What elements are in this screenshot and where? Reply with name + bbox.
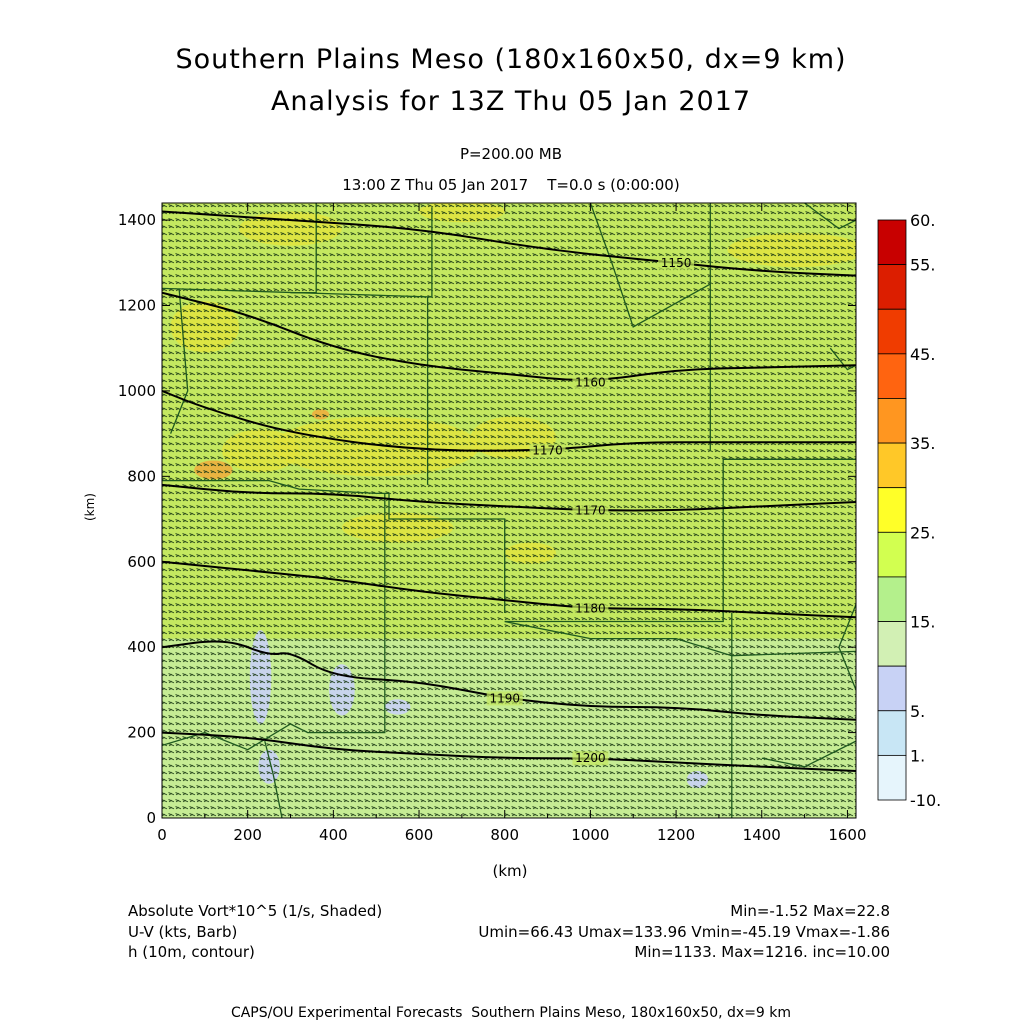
x-tick-label: 1000 (571, 826, 609, 844)
legend-vorticity-label: Absolute Vort*10^5 (1/s, Shaded) (128, 902, 383, 920)
colorbar-label: 35. (910, 434, 935, 453)
y-tick-label: 0 (146, 809, 156, 827)
colorbar-swatch (877, 442, 907, 489)
height-contour (162, 483, 856, 512)
colorbar-label: 60. (910, 211, 935, 230)
y-tick-label: 600 (127, 553, 156, 571)
height-contour (162, 731, 856, 772)
map-boundary (162, 207, 433, 298)
height-contour (162, 389, 856, 452)
chart-title-line1: Southern Plains Meso (180x160x50, dx=9 k… (175, 44, 847, 75)
colorbar-swatch (877, 219, 907, 266)
plot-frame (161, 202, 857, 819)
contour-label-bg (486, 691, 523, 706)
contour-label: 1160 (575, 375, 606, 389)
y-tick-label: 1200 (118, 297, 156, 315)
colorbar-label: 1. (910, 746, 925, 765)
colorbar-swatch (877, 398, 907, 444)
colorbar-label: 55. (910, 256, 935, 275)
chart-title-line2: Analysis for 13Z Thu 05 Jan 2017 (270, 86, 752, 117)
colorbar-label: 45. (910, 345, 935, 364)
contour-label: 1170 (532, 444, 563, 458)
colorbar-swatch (877, 308, 907, 355)
colorbar-swatch (877, 576, 907, 622)
colorbar-label: 15. (910, 613, 935, 632)
contour-label-bg (658, 255, 695, 270)
legend-wind-range: Umin=66.43 Umax=133.96 Vmin=-45.19 Vmax=… (478, 923, 890, 941)
colorbar-swatch (877, 621, 907, 667)
y-tick-label: 1400 (118, 211, 156, 229)
x-tick-label: 400 (319, 826, 348, 844)
legend-vorticity-range: Min=-1.52 Max=22.8 (730, 902, 890, 920)
valid-time: 13:00 Z Thu 05 Jan 2017 T=0.0 s (0:00:00… (342, 176, 680, 194)
x-tick-label: 1400 (743, 826, 781, 844)
contour-label-bg (572, 503, 609, 518)
x-tick-label: 1600 (828, 826, 866, 844)
legend-height-range: Min=1133. Max=1216. inc=10.00 (634, 943, 890, 961)
map-boundary (162, 493, 386, 751)
x-tick-label: 600 (405, 826, 434, 844)
contour-label-bg (529, 443, 566, 458)
y-axis-label: (km) (83, 493, 97, 522)
wind-barbs (162, 203, 856, 818)
map-boundary (838, 604, 856, 691)
contour-label: 1180 (575, 602, 606, 616)
y-tick-label: 200 (127, 724, 156, 742)
x-tick-label: 1200 (657, 826, 695, 844)
colorbar-swatch (877, 754, 907, 801)
y-tick-label: 800 (127, 467, 156, 485)
map-boundary (829, 347, 856, 371)
footer-credit: CAPS/OU Experimental Forecasts Southern … (230, 1005, 792, 1021)
colorbar-label: 5. (910, 702, 925, 721)
colorbar-swatch (877, 531, 907, 578)
colorbar-swatch (877, 665, 907, 712)
legend-wind-label: U-V (kts, Barb) (128, 923, 238, 941)
contour-label: 1190 (489, 691, 520, 705)
map-boundary (264, 740, 283, 818)
contour-label-bg (572, 751, 609, 766)
contour-label: 1170 (575, 504, 606, 518)
colorbar-swatch (877, 487, 907, 533)
contour-label-bg (572, 375, 609, 390)
map-boundary (761, 740, 856, 768)
colorbar-swatch (877, 264, 907, 310)
map-boundary (169, 288, 189, 434)
map-boundary (162, 479, 506, 613)
x-axis-label: (km) (492, 862, 528, 880)
y-tick-label: 1000 (118, 382, 156, 400)
height-contour (162, 291, 856, 381)
contour-label-bg (572, 601, 609, 616)
map-boundary (504, 620, 856, 657)
map-boundary (804, 203, 856, 230)
map-boundary (589, 203, 711, 328)
x-tick-label: 0 (157, 826, 167, 844)
map-boundary (504, 458, 856, 623)
pressure-level: P=200.00 MB (459, 145, 563, 163)
y-tick-label: 400 (127, 638, 156, 656)
contour-label: 1150 (661, 256, 692, 270)
colorbar-swatch (877, 353, 907, 399)
height-contour (162, 210, 856, 277)
colorbar-swatch (877, 710, 907, 756)
contour-label: 1200 (575, 751, 606, 765)
colorbar-label: -10. (910, 791, 941, 810)
legend-height-label: h (10m, contour) (128, 943, 255, 961)
colorbar-label: 25. (910, 523, 935, 542)
x-tick-label: 200 (233, 826, 262, 844)
x-tick-label: 800 (490, 826, 519, 844)
height-contour (162, 640, 856, 721)
height-contour (162, 560, 856, 619)
